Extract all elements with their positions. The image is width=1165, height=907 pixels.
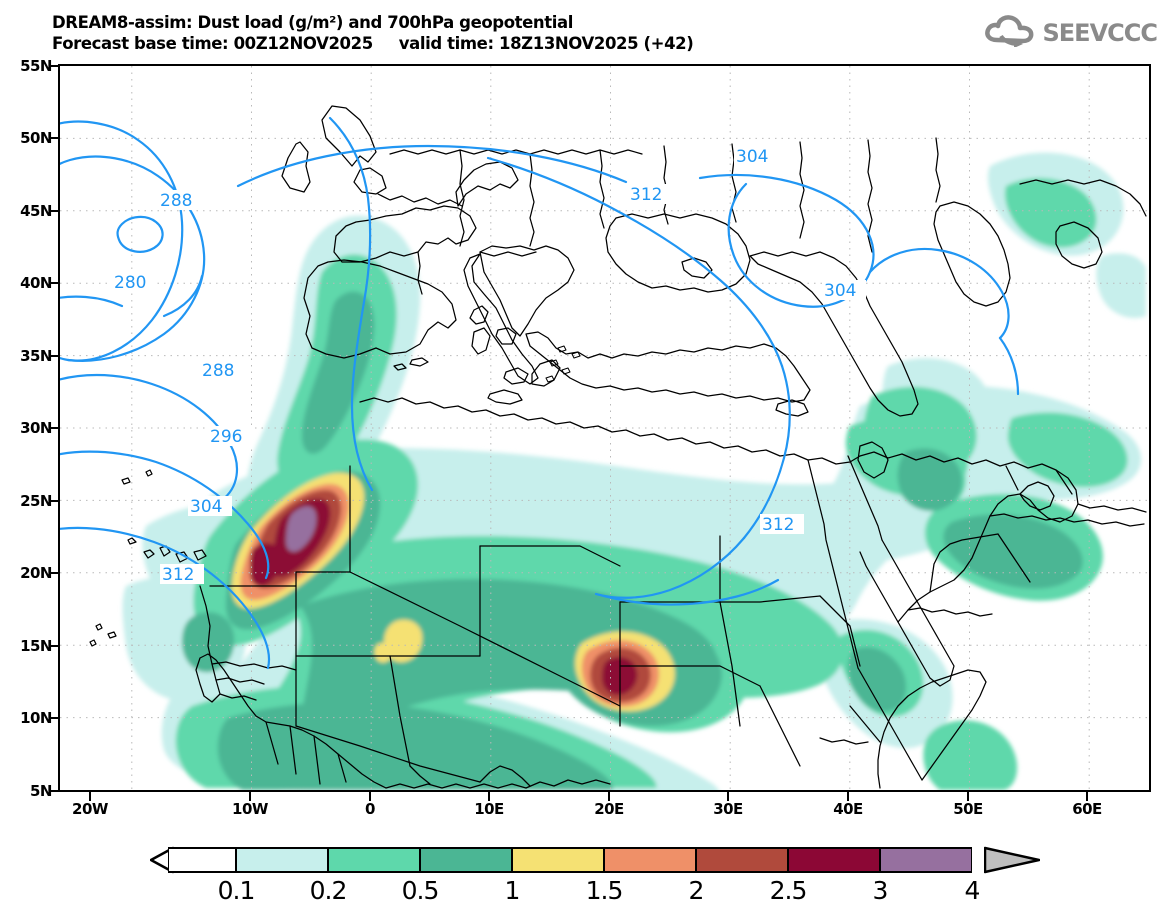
x-tick — [727, 792, 729, 801]
contour-label: 312 — [162, 565, 194, 585]
y-tick — [50, 282, 59, 284]
chart-title-line2: Forecast base time: 00Z12NOV2025 valid ti… — [52, 33, 1052, 54]
y-tick-label: 30N — [20, 419, 52, 437]
contour-label: 288 — [160, 191, 192, 211]
x-tick-label: 10E — [474, 800, 504, 818]
contour-label: 288 — [202, 361, 234, 381]
x-tick — [369, 792, 371, 801]
chart-title-line1: DREAM8-assim: Dust load (g/m²) and 700hP… — [52, 13, 574, 32]
y-tick-label: 50N — [20, 129, 52, 147]
y-tick-label: 10N — [20, 709, 52, 727]
cloud-arrow-icon — [984, 14, 1036, 51]
contour-label: 312 — [630, 185, 662, 205]
colorbar-tick-label: 3 — [872, 876, 889, 905]
y-tick — [50, 137, 59, 139]
x-tick-label: 20W — [72, 800, 108, 818]
colorbar-high-arrow — [984, 846, 1040, 874]
colorbar-tick-label: 0.5 — [401, 876, 440, 905]
map-plot-area: 280 288 288 296 304 312 304 312 304 312 — [58, 64, 1151, 792]
contour-label: 296 — [210, 427, 242, 447]
valid-time: valid time: 18Z13NOV2025 (+42) — [398, 34, 694, 53]
colorbar-segment-1-1.5 — [512, 847, 604, 873]
x-tick-label: 30E — [713, 800, 743, 818]
geopotential-contours — [60, 116, 1020, 670]
y-tick-label: 15N — [20, 637, 52, 655]
x-tick-label: 10W — [232, 800, 268, 818]
colorbar-tick-label: 0.2 — [309, 876, 348, 905]
colorbar-tick-label: 2 — [688, 876, 705, 905]
x-tick-label: 40E — [833, 800, 863, 818]
y-tick-label: 25N — [20, 492, 52, 510]
colorbar-segment-0.2-0.5 — [328, 847, 420, 873]
y-tick-label: 55N — [20, 57, 52, 75]
colorbar-segment-0.1-0.2 — [236, 847, 328, 873]
y-tick — [50, 210, 59, 212]
contour-label: 304 — [736, 147, 768, 167]
x-tick — [1086, 792, 1088, 801]
y-tick — [50, 427, 59, 429]
chart-header: DREAM8-assim: Dust load (g/m²) and 700hP… — [52, 12, 1052, 54]
x-tick — [847, 792, 849, 801]
x-tick — [89, 792, 91, 801]
seevccc-logo: SEEVCCC — [984, 14, 1158, 51]
y-tick — [50, 717, 59, 719]
x-tick — [488, 792, 490, 801]
colorbar-segment-1.5-2 — [604, 847, 696, 873]
y-tick — [50, 355, 59, 357]
y-tick — [50, 645, 59, 647]
contour-label-group: 280 288 288 296 304 312 304 312 304 312 — [112, 146, 866, 585]
y-tick-label: 45N — [20, 202, 52, 220]
colorbar-segment-under-0.1 — [168, 847, 236, 873]
contour-label: 280 — [114, 273, 146, 293]
contour-label: 304 — [190, 497, 222, 517]
colorbar-segment-2-2.5 — [696, 847, 788, 873]
y-tick — [50, 65, 59, 67]
colorbar-segment-0.5-1 — [420, 847, 512, 873]
colorbar-segment-2.5-3 — [788, 847, 880, 873]
map-canvas: 280 288 288 296 304 312 304 312 304 312 — [60, 66, 1149, 790]
x-tick-label: 50E — [953, 800, 983, 818]
dust-load-colorbar: 0.1 0.2 0.5 1 1.5 2 2.5 3 4 — [0, 840, 1165, 907]
forecast-base-time: Forecast base time: 00Z12NOV2025 — [52, 34, 373, 53]
contour-label: 304 — [824, 281, 856, 301]
x-tick — [967, 792, 969, 801]
y-tick-label: 35N — [20, 347, 52, 365]
x-tick — [249, 792, 251, 801]
colorbar-tick-label: 2.5 — [769, 876, 808, 905]
colorbar-segment-3-4 — [880, 847, 972, 873]
y-tick-label: 5N — [30, 782, 53, 800]
colorbar-tick-label: 1.5 — [585, 876, 624, 905]
x-tick — [608, 792, 610, 801]
y-tick — [50, 500, 59, 502]
x-tick-label: 20E — [594, 800, 624, 818]
contour-label: 312 — [762, 515, 794, 535]
colorbar-segments — [168, 847, 972, 873]
y-tick-label: 40N — [20, 274, 52, 292]
colorbar-tick-label: 0.1 — [217, 876, 256, 905]
x-tick-label: 0 — [365, 800, 375, 818]
x-tick-label: 60E — [1072, 800, 1102, 818]
y-tick-label: 20N — [20, 564, 52, 582]
y-tick — [50, 790, 59, 792]
seevccc-logo-text: SEEVCCC — [1042, 18, 1158, 47]
colorbar-tick-label: 1 — [504, 876, 521, 905]
y-tick — [50, 572, 59, 574]
coastlines-and-borders — [89, 105, 1147, 789]
colorbar-tick-label: 4 — [964, 876, 981, 905]
